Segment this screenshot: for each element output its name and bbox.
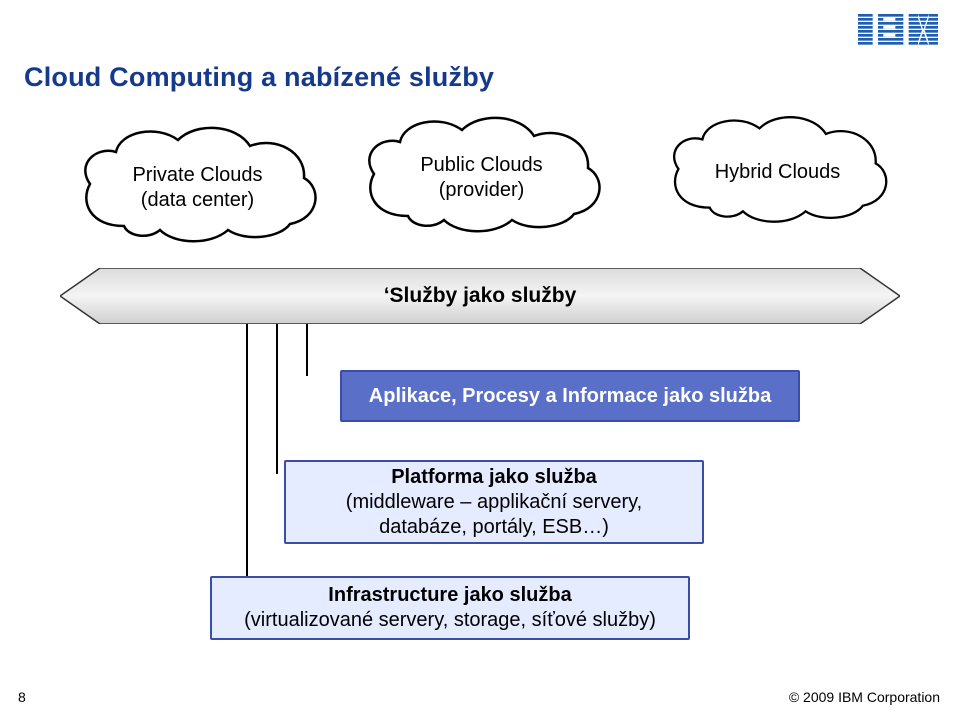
cloud-public-line1: Public Clouds bbox=[420, 154, 542, 176]
layer-box-iaas: Infrastructure jako služba (virtualizova… bbox=[210, 576, 690, 640]
ibm-logo bbox=[858, 14, 938, 46]
cloud-public-line2: (provider) bbox=[439, 179, 525, 201]
connector-line-1 bbox=[306, 324, 308, 376]
cloud-private-line2: (data center) bbox=[141, 189, 254, 211]
layer-box-paas: Platforma jako služba (middleware – appl… bbox=[284, 460, 704, 544]
layer-box-paas-title: Platforma jako služba bbox=[391, 465, 597, 490]
layer-box-paas-sub1: (middleware – applikační servery, bbox=[346, 490, 642, 515]
cloud-hybrid-line1: Hybrid Clouds bbox=[715, 161, 841, 183]
cloud-private: Private Clouds (data center) bbox=[70, 118, 325, 248]
connector-line-3 bbox=[246, 324, 248, 586]
copyright: © 2009 IBM Corporation bbox=[789, 689, 940, 705]
cloud-hybrid: Hybrid Clouds bbox=[660, 108, 895, 228]
services-band: ‘Služby jako služby bbox=[60, 268, 900, 324]
cloud-public: Public Clouds (provider) bbox=[354, 108, 609, 238]
connector-line-2 bbox=[276, 324, 278, 474]
page-number: 8 bbox=[18, 689, 26, 705]
layer-box-iaas-title: Infrastructure jako služba bbox=[328, 583, 571, 608]
cloud-private-line1: Private Clouds bbox=[132, 164, 262, 186]
layer-box-saas-title: Aplikace, Procesy a Informace jako služb… bbox=[369, 384, 771, 409]
layer-box-paas-sub2: databáze, portály, ESB…) bbox=[379, 515, 609, 540]
band-label: ‘Služby jako služby bbox=[384, 284, 577, 308]
page-title: Cloud Computing a nabízené služby bbox=[24, 62, 494, 93]
layer-box-iaas-sub1: (virtualizované servery, storage, síťové… bbox=[244, 608, 656, 633]
layer-box-saas: Aplikace, Procesy a Informace jako služb… bbox=[340, 370, 800, 422]
